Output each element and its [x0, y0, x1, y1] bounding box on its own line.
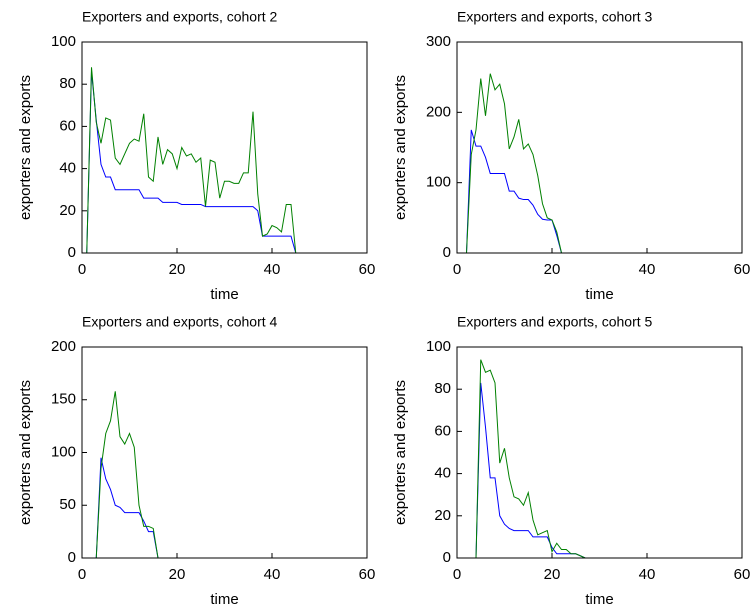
- y-tick-label: 150: [51, 391, 76, 408]
- chart-title: Exporters and exports, cohort 3: [457, 9, 653, 25]
- x-tick-label: 40: [639, 566, 656, 583]
- x-tick-label: 20: [544, 566, 561, 583]
- x-tick-label: 0: [78, 261, 86, 278]
- chart-title: Exporters and exports, cohort 2: [82, 9, 278, 25]
- y-tick-label: 0: [443, 549, 451, 566]
- series-line: [466, 73, 671, 254]
- chart-title: Exporters and exports, cohort 5: [457, 314, 653, 330]
- y-tick-label: 80: [59, 75, 76, 92]
- y-tick-label: 60: [434, 422, 451, 439]
- x-axis-label: time: [585, 286, 613, 303]
- x-axis-label: time: [210, 286, 238, 303]
- y-tick-label: 0: [443, 244, 451, 261]
- y-tick-label: 40: [434, 465, 451, 482]
- x-tick-label: 60: [734, 566, 751, 583]
- series-line: [86, 71, 297, 254]
- y-axis-label: exporters and exports: [392, 75, 409, 220]
- y-tick-label: 50: [59, 496, 76, 513]
- x-tick-label: 0: [453, 261, 461, 278]
- y-axis-label: exporters and exports: [17, 75, 34, 220]
- y-tick-label: 100: [51, 33, 76, 50]
- x-tick-label: 0: [78, 566, 86, 583]
- x-tick-label: 40: [264, 566, 281, 583]
- x-tick-label: 60: [359, 566, 376, 583]
- series-line: [466, 129, 671, 254]
- x-tick-label: 0: [453, 566, 461, 583]
- axes-frame: [81, 346, 368, 559]
- y-tick-label: 40: [59, 160, 76, 177]
- y-tick-label: 300: [426, 33, 451, 50]
- x-tick-label: 60: [734, 261, 751, 278]
- series-line: [475, 382, 671, 559]
- series-line: [95, 391, 296, 559]
- y-tick-label: 20: [434, 507, 451, 524]
- x-tick-label: 20: [169, 261, 186, 278]
- x-axis-label: time: [210, 591, 238, 608]
- y-tick-label: 100: [426, 338, 451, 355]
- x-tick-label: 60: [359, 261, 376, 278]
- series-line: [86, 67, 297, 254]
- y-tick-label: 100: [426, 174, 451, 191]
- x-tick-label: 40: [264, 261, 281, 278]
- axes-frame: [81, 41, 368, 254]
- x-tick-label: 20: [169, 566, 186, 583]
- series-line: [95, 457, 296, 559]
- series-line: [475, 359, 671, 559]
- y-tick-label: 200: [426, 103, 451, 120]
- x-axis-label: time: [585, 591, 613, 608]
- axes-frame: [456, 346, 743, 559]
- chart-title: Exporters and exports, cohort 4: [82, 314, 278, 330]
- y-tick-label: 200: [51, 338, 76, 355]
- y-tick-label: 0: [68, 244, 76, 261]
- y-tick-label: 20: [59, 202, 76, 219]
- x-tick-label: 20: [544, 261, 561, 278]
- y-tick-label: 80: [434, 380, 451, 397]
- axes-frame: [456, 41, 743, 254]
- y-tick-label: 0: [68, 549, 76, 566]
- y-axis-label: exporters and exports: [17, 380, 34, 525]
- y-tick-label: 60: [59, 117, 76, 134]
- y-tick-label: 100: [51, 443, 76, 460]
- y-axis-label: exporters and exports: [392, 380, 409, 525]
- x-tick-label: 40: [639, 261, 656, 278]
